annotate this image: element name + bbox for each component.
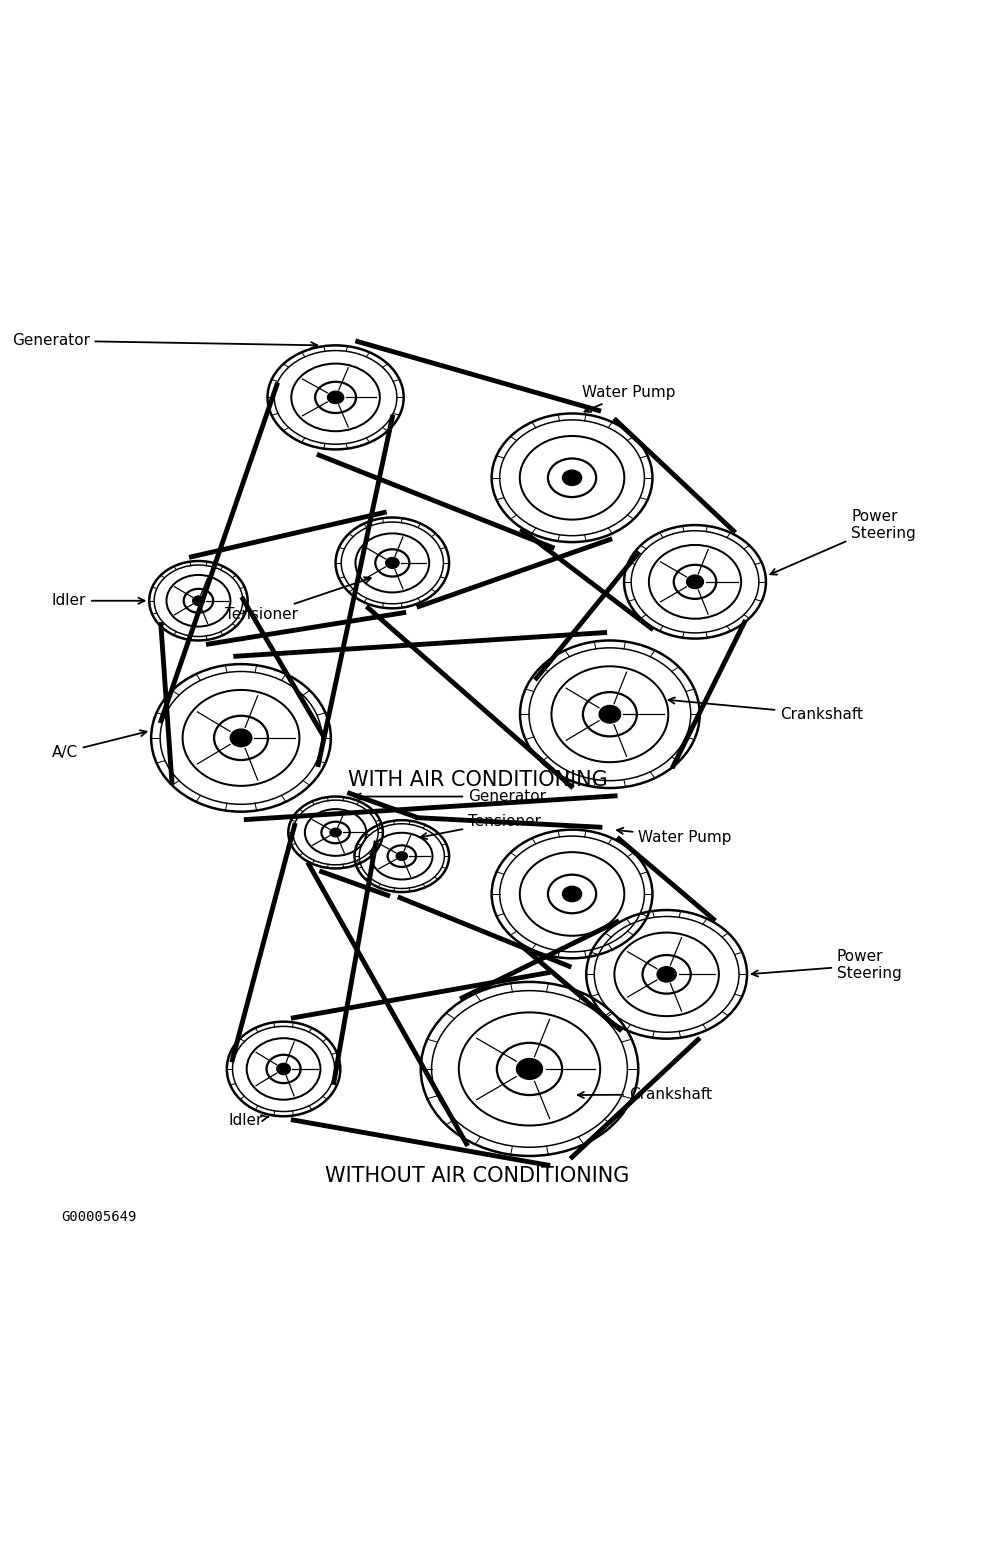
Text: Idler: Idler bbox=[52, 594, 145, 608]
Text: WITHOUT AIR CONDITIONING: WITHOUT AIR CONDITIONING bbox=[325, 1166, 629, 1186]
Text: Water Pump: Water Pump bbox=[582, 386, 675, 412]
Ellipse shape bbox=[563, 887, 582, 902]
Ellipse shape bbox=[276, 1064, 290, 1075]
Ellipse shape bbox=[687, 575, 704, 589]
Text: Tensioner: Tensioner bbox=[421, 814, 541, 839]
Text: Generator: Generator bbox=[355, 790, 546, 803]
Text: Crankshaft: Crankshaft bbox=[669, 697, 863, 722]
Ellipse shape bbox=[327, 392, 344, 404]
Text: A/C: A/C bbox=[52, 731, 147, 760]
Ellipse shape bbox=[192, 595, 204, 606]
Text: Tensioner: Tensioner bbox=[225, 577, 371, 623]
Ellipse shape bbox=[563, 470, 582, 486]
Text: Power
Steering: Power Steering bbox=[752, 948, 902, 981]
Text: Water Pump: Water Pump bbox=[617, 828, 731, 845]
Ellipse shape bbox=[396, 851, 407, 860]
Ellipse shape bbox=[516, 1058, 542, 1079]
Text: Crankshaft: Crankshaft bbox=[578, 1087, 712, 1103]
Text: Idler: Idler bbox=[229, 1113, 269, 1129]
Ellipse shape bbox=[330, 828, 341, 837]
Ellipse shape bbox=[600, 705, 620, 723]
Text: Power
Steering: Power Steering bbox=[770, 509, 916, 575]
Text: WITH AIR CONDITIONING: WITH AIR CONDITIONING bbox=[348, 771, 607, 791]
Text: G00005649: G00005649 bbox=[61, 1210, 137, 1224]
Ellipse shape bbox=[385, 558, 399, 569]
Ellipse shape bbox=[657, 967, 676, 982]
Ellipse shape bbox=[230, 729, 252, 746]
Text: Generator: Generator bbox=[12, 333, 317, 348]
